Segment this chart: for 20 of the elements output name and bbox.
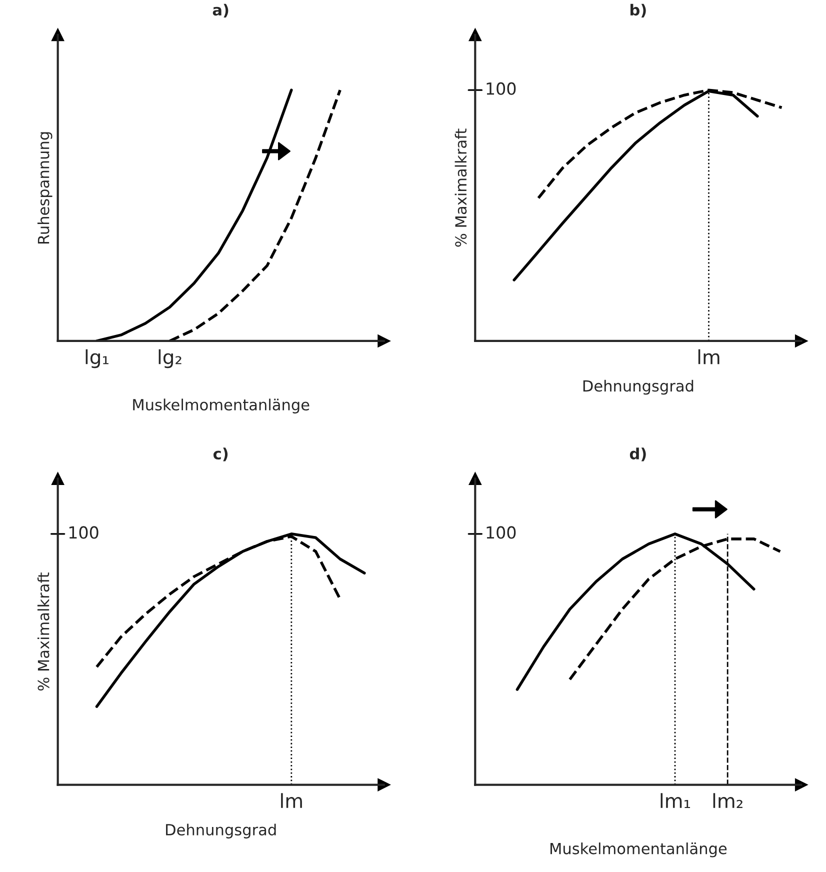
y-axis-title: Ruhespannung [37, 132, 52, 244]
x-tick-label: lg₂ [158, 349, 182, 368]
text: lm [698, 349, 720, 364]
x-axis-title: Dehnungsgrad [583, 380, 694, 395]
chart-title: b) [630, 4, 646, 18]
chart-title: a) [212, 4, 228, 18]
y-axis-title: % Maximalkraft [454, 128, 467, 247]
ref-line-label: 100 [486, 82, 516, 95]
x-axis-title: Dehnungsgrad [166, 824, 276, 838]
x-axis-title: Muskelmomentanlänge [550, 842, 727, 858]
chart-title: d) [630, 448, 646, 462]
ref-line-label: 100 [69, 526, 98, 539]
ref-line-label: 100 [486, 526, 516, 539]
x-axis-title: Muskelmomentanlänge [133, 398, 310, 414]
x-tick-label: lg₁ [86, 349, 108, 368]
x-tick-label: lm₂ [713, 793, 742, 808]
text: lm [281, 793, 302, 808]
y-axis-title: % Maximalkraft [37, 572, 50, 691]
x-tick-label: lm₁ [660, 793, 690, 808]
chart-title: c) [213, 448, 228, 462]
